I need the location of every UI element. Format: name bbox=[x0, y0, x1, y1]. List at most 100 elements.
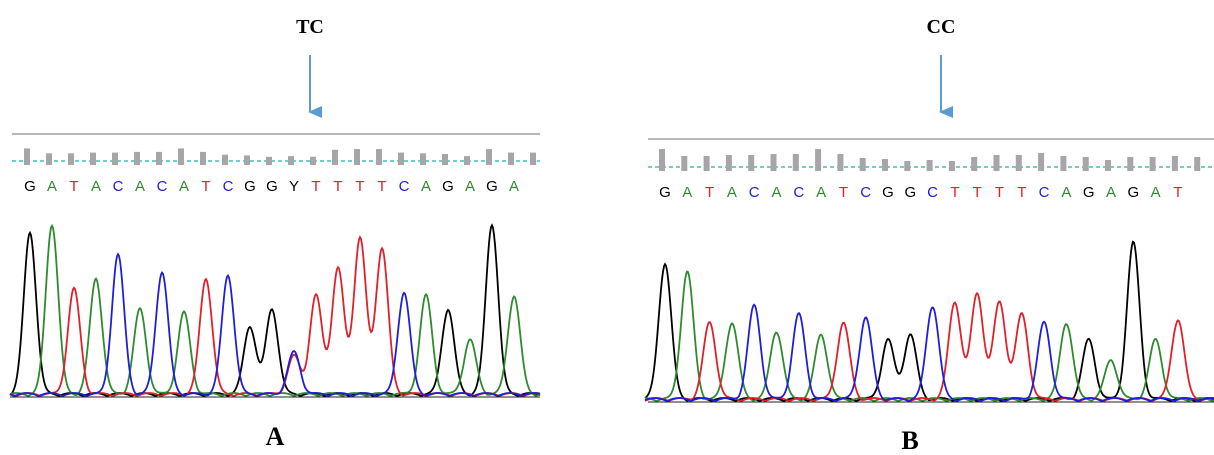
base-call: T bbox=[995, 184, 1004, 201]
base-call: G bbox=[659, 184, 671, 201]
base-call: G bbox=[486, 178, 498, 195]
quality-bar bbox=[926, 160, 933, 171]
trace-g bbox=[9, 223, 541, 397]
quality-bar bbox=[1060, 156, 1067, 171]
base-call: A bbox=[1106, 184, 1116, 201]
quality-bar bbox=[1038, 153, 1045, 171]
base-call: A bbox=[727, 184, 737, 201]
base-call: A bbox=[682, 184, 692, 201]
genotype-label-b: CC bbox=[927, 16, 956, 38]
base-call: C bbox=[399, 178, 410, 195]
quality-bar bbox=[1015, 155, 1022, 171]
quality-bar bbox=[266, 156, 272, 165]
base-call: C bbox=[749, 184, 760, 201]
base-call: T bbox=[1173, 184, 1182, 201]
quality-bar bbox=[948, 161, 955, 171]
quality-bar bbox=[530, 152, 536, 165]
base-call: C bbox=[860, 184, 871, 201]
base-call: Y bbox=[289, 178, 299, 195]
quality-bars-a bbox=[24, 148, 536, 165]
trace-g bbox=[644, 240, 1214, 402]
base-call: A bbox=[421, 178, 431, 195]
genotype-label-a: TC bbox=[296, 16, 324, 38]
base-call: A bbox=[1151, 184, 1161, 201]
quality-bar bbox=[310, 156, 316, 165]
quality-bar bbox=[681, 156, 688, 171]
quality-bar bbox=[508, 152, 514, 165]
panel-label-b: B bbox=[901, 426, 918, 455]
quality-bar bbox=[354, 149, 360, 165]
quality-bar bbox=[882, 159, 888, 171]
quality-bar bbox=[288, 156, 294, 165]
quality-bar bbox=[112, 152, 118, 165]
base-call: C bbox=[793, 184, 804, 201]
quality-bar bbox=[904, 161, 911, 171]
base-call: C bbox=[113, 178, 124, 195]
quality-bar bbox=[486, 149, 492, 165]
traces-a bbox=[9, 223, 541, 397]
quality-bar bbox=[1149, 157, 1156, 171]
base-call: T bbox=[1017, 184, 1026, 201]
quality-bar bbox=[46, 153, 52, 165]
quality-bar bbox=[725, 155, 732, 171]
quality-bar bbox=[993, 155, 1000, 171]
quality-bar bbox=[1105, 160, 1111, 171]
base-call: G bbox=[882, 184, 894, 201]
quality-bar bbox=[1171, 156, 1178, 171]
quality-bar bbox=[1082, 157, 1089, 171]
trace-a bbox=[9, 223, 541, 397]
base-call: G bbox=[24, 178, 36, 195]
quality-bar bbox=[792, 154, 799, 171]
quality-bar bbox=[1127, 157, 1134, 171]
quality-bars-b bbox=[659, 149, 1201, 171]
base-call: G bbox=[266, 178, 278, 195]
trace-c bbox=[9, 252, 541, 397]
quality-bar bbox=[659, 149, 665, 171]
quality-bar bbox=[200, 151, 206, 165]
quality-bar bbox=[748, 155, 755, 171]
base-call: C bbox=[157, 178, 168, 195]
quality-bar bbox=[464, 156, 470, 165]
quality-bar bbox=[420, 153, 426, 165]
base-call: T bbox=[973, 184, 982, 201]
base-call: G bbox=[904, 184, 916, 201]
quality-bar bbox=[770, 154, 777, 171]
quality-bar bbox=[68, 153, 74, 165]
quality-bar bbox=[178, 148, 184, 165]
quality-bar bbox=[156, 151, 162, 165]
quality-bar bbox=[134, 151, 140, 165]
base-call: G bbox=[244, 178, 256, 195]
base-call: T bbox=[377, 178, 386, 195]
base-call: T bbox=[839, 184, 848, 201]
trace-c bbox=[644, 303, 1214, 402]
quality-bar bbox=[837, 154, 844, 171]
quality-bar bbox=[244, 155, 250, 165]
base-call: A bbox=[135, 178, 145, 195]
base-call: T bbox=[705, 184, 714, 201]
base-call: T bbox=[333, 178, 342, 195]
traces-b bbox=[644, 240, 1214, 402]
quality-bar bbox=[1194, 157, 1201, 171]
quality-bar bbox=[398, 152, 404, 165]
quality-bar bbox=[442, 154, 448, 165]
base-call: T bbox=[69, 178, 78, 195]
base-call: G bbox=[1127, 184, 1139, 201]
base-call: A bbox=[47, 178, 57, 195]
quality-bar bbox=[376, 149, 382, 165]
base-call: A bbox=[1061, 184, 1071, 201]
base-call: G bbox=[442, 178, 454, 195]
quality-bar bbox=[332, 149, 338, 165]
quality-bar bbox=[222, 154, 228, 165]
quality-bar bbox=[815, 149, 822, 171]
base-call: A bbox=[179, 178, 189, 195]
base-call: A bbox=[509, 178, 519, 195]
base-call: A bbox=[771, 184, 781, 201]
base-call: C bbox=[927, 184, 938, 201]
base-call: G bbox=[1083, 184, 1095, 201]
trace-t bbox=[644, 291, 1214, 402]
base-call: T bbox=[950, 184, 959, 201]
